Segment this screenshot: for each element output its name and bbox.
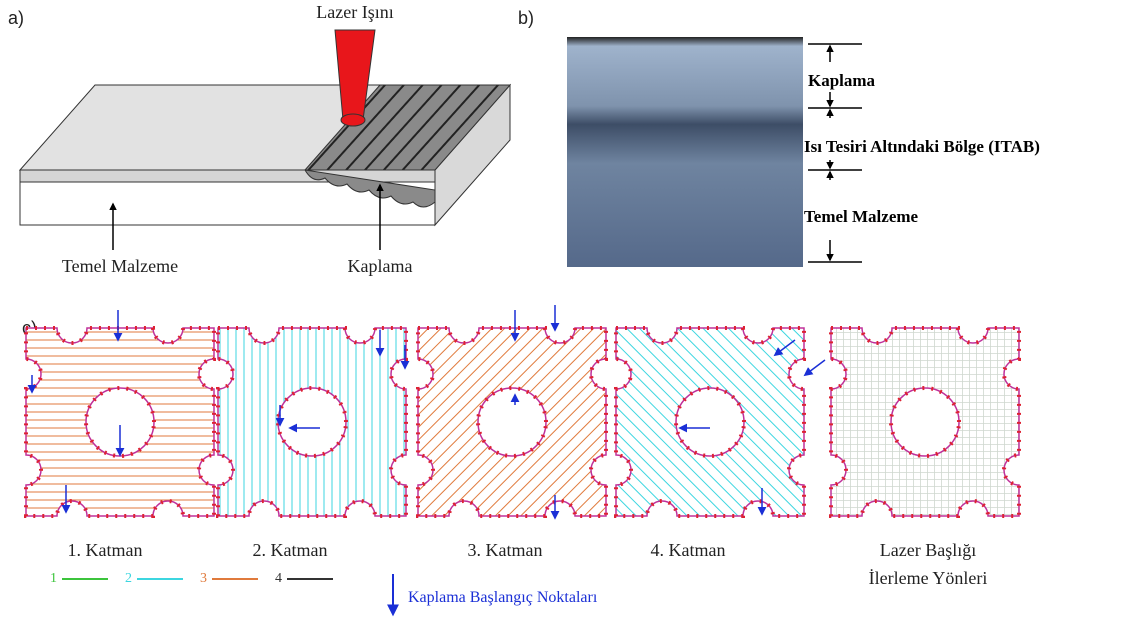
- zone-label: Isı Tesiri Altındaki Bölge (ITAB): [804, 137, 1040, 156]
- panel-label: a): [8, 8, 24, 28]
- gear: [616, 328, 804, 516]
- gear: [26, 328, 214, 516]
- gear: [218, 328, 406, 516]
- layer-label: 3. Katman: [468, 540, 543, 560]
- zone-label: Kaplama: [808, 71, 876, 90]
- legend-label: 2: [125, 571, 132, 586]
- base-label: Temel Malzeme: [62, 256, 178, 276]
- direction-label: Lazer Başlığı: [880, 540, 976, 560]
- micrograph: [567, 37, 803, 267]
- layer-label: 4. Katman: [651, 540, 726, 560]
- layer-label: 1. Katman: [68, 540, 143, 560]
- gear: [418, 328, 606, 516]
- panel-label: b): [518, 8, 534, 28]
- direction-label: İlerleme Yönleri: [869, 568, 988, 588]
- legend-label: 4: [275, 571, 282, 586]
- layer-label: 2. Katman: [253, 540, 328, 560]
- slab: [20, 30, 510, 225]
- zone-label: Temel Malzeme: [804, 207, 919, 226]
- legend: 1 2 3 4: [50, 571, 333, 586]
- beam-label: Lazer Işını: [316, 2, 393, 22]
- legend-label: 3: [200, 571, 207, 586]
- gear: [831, 328, 1019, 516]
- figure: a) Lazer Işını Temel Malzeme Kaplama b) …: [0, 0, 1124, 622]
- gear-group: [26, 305, 1019, 518]
- legend-label: 1: [50, 571, 57, 586]
- coating-label: Kaplama: [348, 256, 413, 276]
- arrow-note: Kaplama Başlangıç Noktaları: [408, 589, 598, 606]
- start-arrow: [805, 360, 825, 375]
